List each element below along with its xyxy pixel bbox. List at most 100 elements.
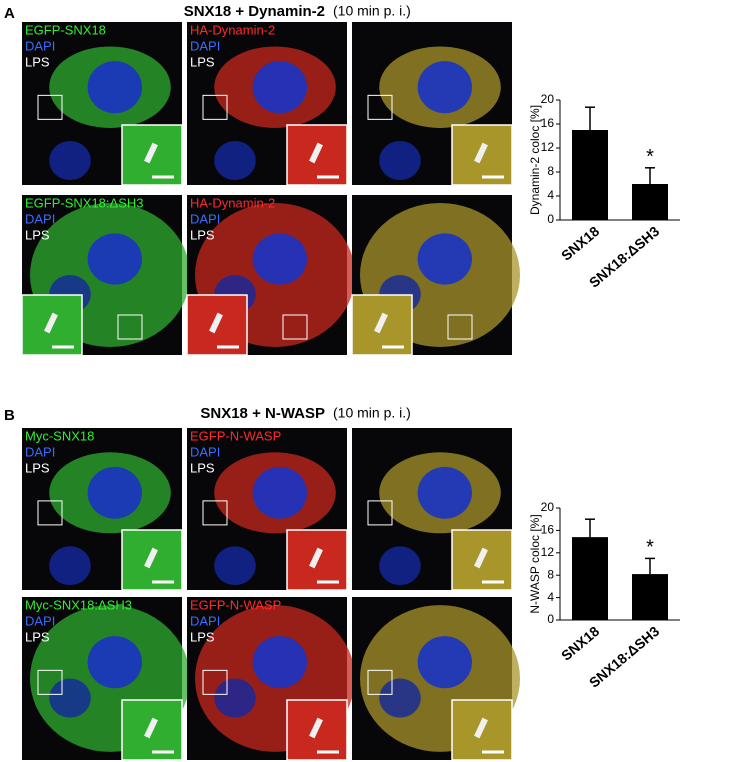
inset-spot (474, 717, 488, 739)
channel-label: DAPI (25, 444, 55, 459)
micrograph (351, 195, 520, 356)
roi-box (367, 94, 393, 120)
bar (632, 184, 668, 220)
nucleus (87, 466, 142, 519)
channel-label: LPS (25, 629, 50, 644)
y-axis-label: Dynamin-2 coloc [%] (528, 105, 542, 215)
bar (572, 537, 608, 620)
inset-spot (144, 142, 158, 164)
nucleus (87, 233, 142, 285)
micrograph (352, 597, 520, 761)
nucleus (252, 636, 307, 689)
nucleus (87, 636, 142, 689)
inset-spot (309, 142, 323, 164)
channel-label: DAPI (190, 211, 220, 226)
x-tick-label: SNX18 (558, 223, 602, 264)
micrograph (352, 428, 513, 591)
channel-label: Myc-SNX18 (25, 428, 94, 443)
channel-label: LPS (25, 227, 50, 242)
inset-spot (474, 547, 488, 569)
channel-label: EGFP-SNX18:ΔSH3 (25, 195, 144, 210)
nucleus (379, 678, 421, 718)
nucleus (379, 140, 421, 181)
channel-label: DAPI (190, 444, 220, 459)
inset-spot (374, 312, 388, 334)
y-axis-label: N-WASP coloc [%] (528, 514, 542, 613)
inset-spot (309, 717, 323, 739)
channel-label: LPS (25, 460, 50, 475)
significance-mark: * (646, 537, 654, 559)
y-tick-label: 8 (547, 567, 554, 581)
y-tick-label: 16 (541, 523, 555, 537)
y-tick-label: 16 (541, 116, 555, 130)
significance-mark: * (646, 146, 654, 168)
channel-label: DAPI (25, 38, 55, 53)
channel-label: DAPI (190, 613, 220, 628)
micrograph (187, 428, 348, 591)
error-bar (645, 557, 655, 575)
nucleus (214, 140, 256, 181)
error-bar (585, 518, 595, 538)
channel-label: LPS (190, 54, 215, 69)
roi-box (202, 500, 228, 526)
bar (572, 130, 608, 220)
roi-box (37, 94, 63, 120)
roi-box (37, 500, 63, 526)
inset-spot (474, 142, 488, 164)
micrograph (22, 428, 183, 591)
channel-label: EGFP-SNX18 (25, 22, 106, 37)
y-tick-label: 20 (541, 92, 555, 106)
nucleus (417, 233, 472, 285)
channel-label: DAPI (25, 613, 55, 628)
nucleus (49, 546, 91, 586)
roi-box (367, 669, 393, 695)
micrograph (187, 597, 355, 761)
channel-label: DAPI (25, 211, 55, 226)
roi-box (282, 314, 308, 340)
roi-box (367, 500, 393, 526)
y-tick-label: 4 (547, 188, 554, 202)
nucleus (252, 233, 307, 285)
channel-label: Myc-SNX18:ΔSH3 (25, 597, 132, 612)
x-tick-label: SNX18 (558, 623, 602, 664)
panel-subtitle: (10 min p. i.) (333, 405, 411, 421)
channel-label: EGFP-N-WASP (190, 428, 281, 443)
channel-label: LPS (190, 227, 215, 242)
channel-label: HA-Dynamin-2 (190, 22, 275, 37)
panel-subtitle: (10 min p. i.) (333, 3, 411, 19)
nucleus (49, 140, 91, 181)
channel-label: DAPI (190, 38, 220, 53)
roi-box (202, 94, 228, 120)
roi-box (447, 314, 473, 340)
micrograph (352, 22, 513, 186)
panel-title: SNX18 + Dynamin-2 (184, 3, 325, 20)
nucleus (417, 61, 472, 114)
roi-box (202, 669, 228, 695)
panel-label: B (4, 407, 15, 424)
nucleus (379, 546, 421, 586)
roi-box (117, 314, 143, 340)
y-tick-label: 8 (547, 164, 554, 178)
nucleus (417, 466, 472, 519)
bar (632, 574, 668, 620)
nucleus (87, 61, 142, 114)
nucleus (252, 61, 307, 114)
inset-spot (209, 312, 223, 334)
y-tick-label: 0 (547, 212, 554, 226)
inset-spot (144, 547, 158, 569)
inset-spot (309, 547, 323, 569)
channel-label: HA-Dynamin-2 (190, 195, 275, 210)
nucleus (214, 546, 256, 586)
error-bar (645, 167, 655, 184)
error-bar (585, 106, 595, 130)
inset-spot (144, 717, 158, 739)
inset-spot (44, 312, 58, 334)
nucleus (214, 678, 256, 718)
y-tick-label: 0 (547, 612, 554, 626)
y-tick-label: 4 (547, 590, 554, 604)
micrograph (186, 195, 355, 356)
y-tick-label: 12 (541, 140, 555, 154)
micrograph (21, 195, 190, 356)
micrograph (187, 22, 348, 186)
